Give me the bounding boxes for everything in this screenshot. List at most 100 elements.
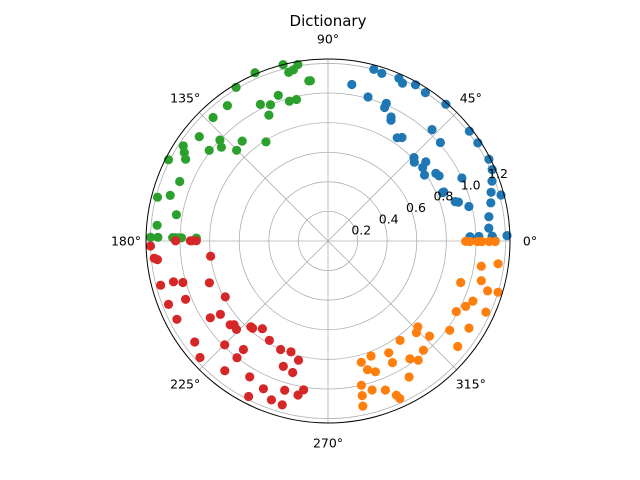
series-2-point-29 — [145, 241, 156, 251]
series-0-point-23 — [421, 157, 431, 167]
series-1-point-37 — [304, 76, 314, 86]
series-0-point-25 — [409, 153, 419, 163]
series-1-point-16 — [152, 192, 163, 202]
r-tick-label-5: 1.2 — [488, 166, 508, 181]
series-0-point-2 — [487, 176, 497, 186]
series-0-point-18 — [457, 173, 467, 183]
series-1-point-35 — [179, 148, 189, 158]
series-3-point-20 — [362, 365, 373, 375]
series-1-point-9 — [232, 145, 242, 155]
series-3-point-30 — [481, 307, 491, 317]
series-2-point-4 — [187, 236, 197, 246]
r-tick-label-0: 0.2 — [351, 223, 371, 238]
series-2-point-16 — [278, 361, 288, 371]
theta-tick-label-5: 225° — [170, 376, 200, 391]
series-3-point-10 — [461, 301, 471, 311]
series-2-point-25 — [172, 314, 182, 324]
series-2-point-5 — [206, 251, 216, 261]
series-1-point-11 — [216, 142, 226, 152]
series-3-point-5 — [490, 236, 500, 247]
series-2-point-26 — [163, 299, 174, 309]
series-1-point-32 — [222, 101, 232, 111]
series-3-point-39 — [357, 391, 367, 401]
series-1-point-36 — [204, 145, 214, 155]
series-2-point-9 — [231, 324, 242, 334]
series-1-point-5 — [284, 96, 294, 106]
series-1-point-17 — [165, 190, 175, 200]
series-0-point-36 — [377, 68, 387, 78]
series-2-point-1 — [171, 236, 181, 246]
polar-frame — [145, 58, 511, 424]
series-2-point-20 — [266, 395, 276, 405]
series-0-point-4 — [486, 198, 496, 208]
series-3-point-34 — [405, 354, 415, 364]
series-0-point-39 — [397, 78, 408, 88]
series-3-point-19 — [356, 357, 366, 367]
series-2-point-41 — [246, 322, 256, 332]
series-2-point-27 — [156, 280, 166, 290]
series-1-point-34 — [194, 132, 204, 142]
series-3-point-12 — [445, 325, 455, 335]
series-1-point-26 — [153, 232, 163, 242]
series-1-point-6 — [255, 99, 265, 109]
series-3-point-9 — [468, 296, 478, 306]
r-tick-label-1: 0.4 — [379, 211, 399, 226]
series-2-point-34 — [220, 340, 230, 350]
series-3-point-15 — [413, 322, 423, 332]
series-3-point-33 — [456, 277, 466, 288]
series-0-point-37 — [369, 64, 379, 74]
data-points — [145, 59, 512, 411]
series-3-point-23 — [367, 385, 377, 395]
series-0-point-21 — [419, 170, 430, 180]
series-2-point-42 — [225, 320, 235, 330]
series-3-point-24 — [380, 385, 390, 395]
series-2-point-40 — [232, 353, 242, 363]
series-3-point-21 — [370, 367, 380, 377]
series-3-point-35 — [387, 358, 398, 368]
series-1-point-19 — [152, 220, 162, 230]
series-0-point-15 — [450, 197, 460, 207]
r-tick-label-3: 0.8 — [433, 189, 453, 204]
series-1-point-3 — [264, 110, 274, 120]
theta-tick-label-1: 45° — [460, 91, 482, 106]
series-3-point-13 — [424, 331, 435, 341]
series-0-point-29 — [392, 133, 402, 143]
series-0-point-42 — [441, 99, 451, 109]
r-tick-label-4: 1.0 — [461, 177, 481, 192]
series-2-point-15 — [293, 355, 304, 365]
series-3-point-17 — [384, 348, 394, 358]
theta-tick-label-7: 315° — [456, 376, 486, 391]
series-0-point-7 — [502, 231, 512, 241]
series-0-point-20 — [431, 168, 441, 178]
theta-grid-line-1 — [327, 112, 457, 242]
series-0-point-26 — [435, 137, 445, 148]
series-1-point-39 — [288, 65, 298, 75]
series-0-point-33 — [381, 98, 391, 108]
theta-grid-line-7 — [327, 240, 457, 370]
theta-tick-label-4: 180° — [111, 234, 141, 249]
series-2-point-32 — [205, 313, 215, 323]
series-0-point-3 — [486, 187, 496, 197]
series-0-point-5 — [484, 212, 494, 222]
series-0-point-27 — [427, 125, 437, 135]
series-0-point-41 — [420, 88, 430, 98]
series-1-point-7 — [261, 137, 271, 147]
theta-grid-line-3 — [199, 112, 329, 242]
series-2-point-37 — [293, 390, 303, 400]
series-1-point-2 — [265, 100, 276, 110]
theta-tick-label-0: 0° — [523, 234, 537, 249]
series-3-point-3 — [477, 236, 487, 247]
series-2-point-19 — [280, 385, 290, 395]
series-2-point-38 — [258, 384, 268, 394]
series-1-point-1 — [273, 90, 283, 100]
series-3-point-31 — [493, 287, 503, 297]
series-0-point-31 — [386, 112, 396, 122]
series-2-point-43 — [168, 277, 179, 287]
series-2-point-23 — [195, 352, 205, 363]
theta-grid-line-5 — [199, 240, 329, 370]
series-1-point-15 — [175, 176, 185, 187]
chart-title: Dictionary — [290, 12, 367, 30]
series-1-point-10 — [215, 135, 225, 145]
series-2-point-12 — [264, 335, 274, 345]
